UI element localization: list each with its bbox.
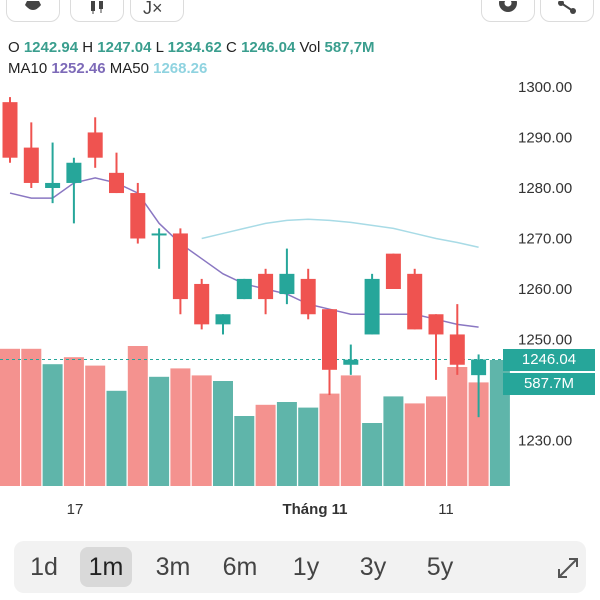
price-badge: 1246.04 [503, 349, 595, 371]
volume-bar [42, 364, 63, 486]
candle-body[interactable] [23, 147, 39, 183]
x-axis-label: Tháng 11 [282, 501, 347, 518]
low-label: L [155, 39, 164, 56]
volume-bar [0, 348, 20, 486]
y-tick-label: 1300.00 [518, 79, 572, 96]
y-tick-label: 1250.00 [518, 332, 572, 349]
candle-bars-icon [91, 1, 103, 14]
hand-icon [25, 1, 41, 10]
candle-body[interactable] [194, 283, 210, 325]
x-axis-label: 11 [438, 501, 454, 518]
function-button[interactable]: J× [130, 0, 184, 22]
candle-body[interactable] [2, 102, 18, 158]
ma10-value: 1252.46 [51, 60, 106, 77]
candle-body[interactable] [300, 278, 316, 315]
candle-body[interactable] [385, 253, 401, 289]
candlestick-chart[interactable]: 1300.00 1290.00 1280.00 1270.00 1260.00 1250.… [0, 0, 600, 530]
volume-bar [234, 416, 255, 486]
candle-body[interactable] [151, 233, 167, 236]
candle-body[interactable] [471, 359, 487, 376]
fullscreen-icon[interactable] [555, 555, 581, 581]
open-label: O [8, 39, 20, 56]
period-1y[interactable]: 1y [292, 553, 320, 581]
volume-label: Vol [299, 39, 321, 56]
volume-bar [276, 402, 297, 486]
candle-body[interactable] [322, 309, 337, 370]
toolbar: J× [0, 0, 600, 24]
candle-body[interactable] [449, 334, 465, 365]
ohlc-readout: O 1242.94 H 1247.04 L 1234.62 C 1246.04 … [8, 38, 375, 58]
volume-bar [149, 376, 170, 486]
volume-bar [21, 348, 42, 486]
candle-body[interactable] [407, 273, 423, 330]
ma50-value: 1268.26 [153, 60, 208, 77]
close-label: C [226, 39, 237, 56]
y-tick-label: 1280.00 [518, 180, 572, 197]
volume-bar [447, 367, 468, 486]
candle-body[interactable] [130, 193, 146, 239]
volume-bar [404, 403, 425, 486]
close-value: 1246.04 [241, 39, 296, 56]
volume-value: 587,7M [324, 39, 375, 56]
function-icon: J× [143, 0, 163, 18]
open-value: 1242.94 [23, 39, 79, 56]
gear-icon [499, 1, 517, 12]
share-button[interactable] [540, 0, 594, 22]
draw-tool-button[interactable] [6, 0, 60, 22]
share-icon [558, 1, 576, 14]
period-3m[interactable]: 3m [155, 553, 191, 581]
volume-bar [191, 375, 212, 486]
candle-body[interactable] [279, 273, 295, 295]
volume-bar [106, 390, 127, 486]
candle-body[interactable] [87, 132, 103, 158]
volume-badge: 587.7M [503, 373, 595, 395]
period-5y[interactable]: 5y [426, 553, 454, 581]
ma50-label: MA50 [109, 60, 149, 77]
low-value: 1234.62 [167, 39, 222, 56]
candle-body[interactable] [215, 314, 231, 325]
candle-body[interactable] [258, 273, 274, 300]
y-tick-label: 1230.00 [518, 433, 572, 450]
volume-bar [340, 375, 361, 486]
y-tick-label: 1270.00 [518, 231, 572, 248]
settings-button[interactable] [481, 0, 535, 22]
period-selector: 1d 1m 3m 6m 1y 3y 5y [14, 541, 586, 593]
volume-bar [255, 404, 276, 486]
ma10-label: MA10 [8, 60, 48, 77]
high-label: H [82, 39, 94, 56]
volume-bar [426, 396, 446, 486]
ma50-line [201, 218, 479, 249]
period-3y[interactable]: 3y [359, 553, 387, 581]
period-1m[interactable]: 1m [80, 547, 132, 587]
volume-bar [298, 407, 319, 486]
volume-bar [85, 365, 106, 486]
candle-body[interactable] [428, 314, 444, 335]
volume-bar [319, 393, 340, 486]
x-axis-label: 17 [67, 501, 84, 518]
high-value: 1247.04 [97, 39, 152, 56]
volume-bar [362, 423, 383, 486]
volume-bar [63, 357, 84, 486]
volume-bar [170, 368, 191, 486]
moving-average-readout: MA10 1252.46 MA50 1268.26 [8, 59, 207, 79]
volume-bar [383, 396, 404, 486]
y-tick-label: 1290.00 [518, 130, 572, 147]
candle-body[interactable] [364, 278, 380, 335]
indicator-button[interactable] [70, 0, 124, 22]
volume-bar [213, 381, 233, 486]
volume-bar [127, 346, 148, 486]
candle-body[interactable] [172, 233, 188, 300]
candle-body[interactable] [45, 182, 61, 188]
candle-body[interactable] [343, 359, 359, 365]
y-tick-label: 1260.00 [518, 281, 572, 298]
candle-body[interactable] [109, 172, 124, 194]
candle-body[interactable] [236, 278, 252, 300]
candle-body[interactable] [66, 162, 82, 183]
period-6m[interactable]: 6m [222, 553, 258, 581]
period-1d[interactable]: 1d [30, 553, 58, 581]
volume-bar [468, 382, 489, 486]
